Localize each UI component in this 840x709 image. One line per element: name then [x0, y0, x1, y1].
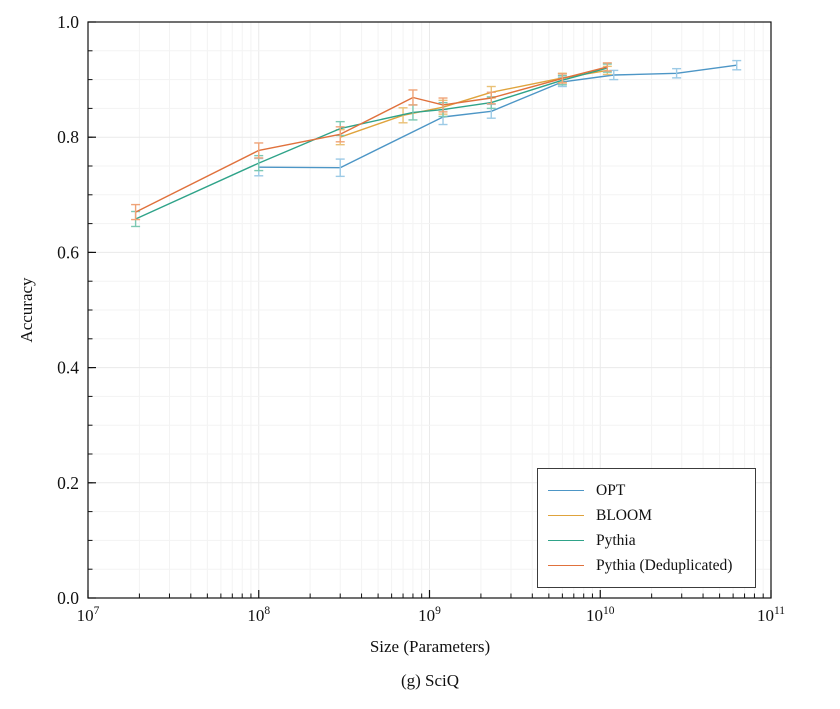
legend-label-opt: OPT: [596, 481, 626, 499]
y-axis-title: Accuracy: [17, 277, 36, 343]
legend-item-opt: OPT: [548, 483, 751, 499]
y-tick-label: 1.0: [57, 12, 79, 32]
legend-label-pythia-deduplicated: Pythia (Deduplicated): [596, 556, 733, 574]
y-tick-label: 0.2: [57, 473, 79, 493]
x-tick-label: 108: [247, 605, 270, 625]
legend-line-bloom: [548, 514, 584, 516]
figure-caption: (g) SciQ: [400, 671, 460, 690]
x-axis-title: Size (Parameters): [369, 637, 491, 656]
x-tick-label: 1011: [757, 605, 785, 625]
legend-label-bloom: BLOOM: [596, 506, 652, 524]
legend-line-opt: [548, 489, 584, 491]
legend-item-bloom: BLOOM: [548, 508, 751, 524]
x-tick-label: 1010: [586, 605, 615, 625]
series-line-pythia-deduplicated: [135, 66, 608, 213]
series-line-pythia: [135, 67, 608, 220]
series-line-opt: [258, 64, 737, 169]
x-tick-label: 109: [418, 605, 441, 625]
y-tick-label: 0.4: [57, 358, 79, 378]
y-tick-label: 0.8: [57, 127, 79, 147]
x-tick-label: 107: [77, 605, 100, 625]
legend-item-pythia: Pythia: [548, 533, 751, 549]
legend-line-pythia: [548, 540, 584, 542]
series-line-bloom: [339, 69, 608, 138]
legend-line-pythia-deduplicated: [548, 565, 584, 567]
y-tick-label: 0.0: [57, 588, 79, 608]
legend-item-pythia-deduplicated: Pythia (Deduplicated): [548, 558, 751, 574]
legend-label-pythia: Pythia: [596, 531, 636, 549]
legend: OPT BLOOM Pythia Pythia (Deduplicated): [537, 468, 756, 588]
y-tick-label: 0.6: [57, 242, 79, 262]
